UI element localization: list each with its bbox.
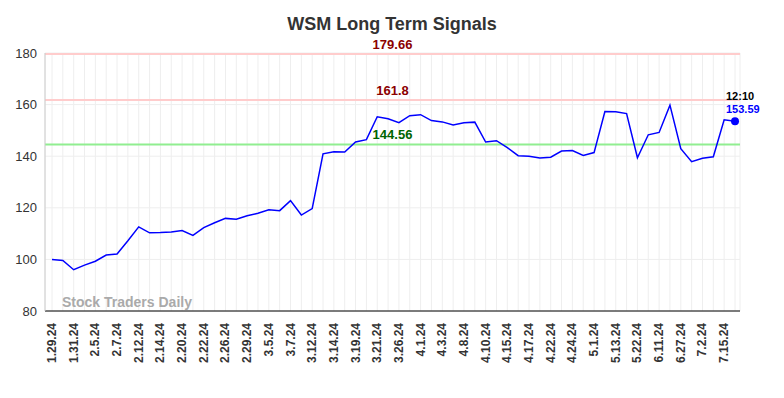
- svg-text:2.26.24: 2.26.24: [218, 323, 232, 363]
- svg-text:3.12.24: 3.12.24: [305, 323, 319, 363]
- svg-text:2.20.24: 2.20.24: [175, 323, 189, 363]
- svg-text:4.17.24: 4.17.24: [522, 323, 536, 363]
- svg-text:6.27.24: 6.27.24: [674, 323, 688, 363]
- svg-text:3.5.24: 3.5.24: [262, 323, 276, 357]
- svg-text:7.15.24: 7.15.24: [717, 323, 731, 363]
- svg-text:179.66: 179.66: [373, 37, 413, 52]
- svg-text:1.31.24: 1.31.24: [67, 323, 81, 363]
- svg-text:4.3.24: 4.3.24: [435, 323, 449, 357]
- svg-text:6.11.24: 6.11.24: [652, 323, 666, 363]
- svg-text:2.7.24: 2.7.24: [110, 323, 124, 357]
- svg-text:3.14.24: 3.14.24: [327, 323, 341, 363]
- svg-text:4.15.24: 4.15.24: [500, 323, 514, 363]
- svg-text:3.26.24: 3.26.24: [392, 323, 406, 363]
- svg-text:3.7.24: 3.7.24: [284, 323, 298, 357]
- svg-text:2.29.24: 2.29.24: [240, 323, 254, 363]
- svg-text:4.1.24: 4.1.24: [414, 323, 428, 357]
- svg-text:4.10.24: 4.10.24: [479, 323, 493, 363]
- svg-text:5.1.24: 5.1.24: [587, 323, 601, 357]
- svg-text:5.22.24: 5.22.24: [630, 323, 644, 363]
- svg-text:160: 160: [15, 97, 37, 112]
- svg-text:3.21.24: 3.21.24: [370, 323, 384, 363]
- html-text:WSM Long Term Signals: WSM Long Term Signals: [287, 14, 497, 34]
- svg-text:12:10: 12:10: [726, 90, 754, 102]
- svg-text:2.14.24: 2.14.24: [153, 323, 167, 363]
- svg-text:1.29.24: 1.29.24: [45, 323, 59, 363]
- html-text:Stock Traders Daily: Stock Traders Daily: [62, 294, 192, 310]
- svg-text:4.24.24: 4.24.24: [565, 323, 579, 363]
- svg-text:7.2.24: 7.2.24: [695, 323, 709, 357]
- svg-text:4.22.24: 4.22.24: [544, 323, 558, 363]
- svg-text:2.5.24: 2.5.24: [88, 323, 102, 357]
- svg-text:180: 180: [15, 46, 37, 61]
- svg-text:140: 140: [15, 149, 37, 164]
- svg-text:2.22.24: 2.22.24: [197, 323, 211, 363]
- svg-text:5.13.24: 5.13.24: [609, 323, 623, 363]
- svg-text:4.8.24: 4.8.24: [457, 323, 471, 357]
- svg-text:161.8: 161.8: [376, 83, 409, 98]
- svg-text:2.12.24: 2.12.24: [132, 323, 146, 363]
- svg-text:80: 80: [23, 304, 37, 319]
- svg-text:144.56: 144.56: [373, 127, 413, 142]
- svg-text:120: 120: [15, 200, 37, 215]
- svg-text:153.59: 153.59: [726, 103, 760, 115]
- svg-text:3.19.24: 3.19.24: [349, 323, 363, 363]
- svg-text:100: 100: [15, 252, 37, 267]
